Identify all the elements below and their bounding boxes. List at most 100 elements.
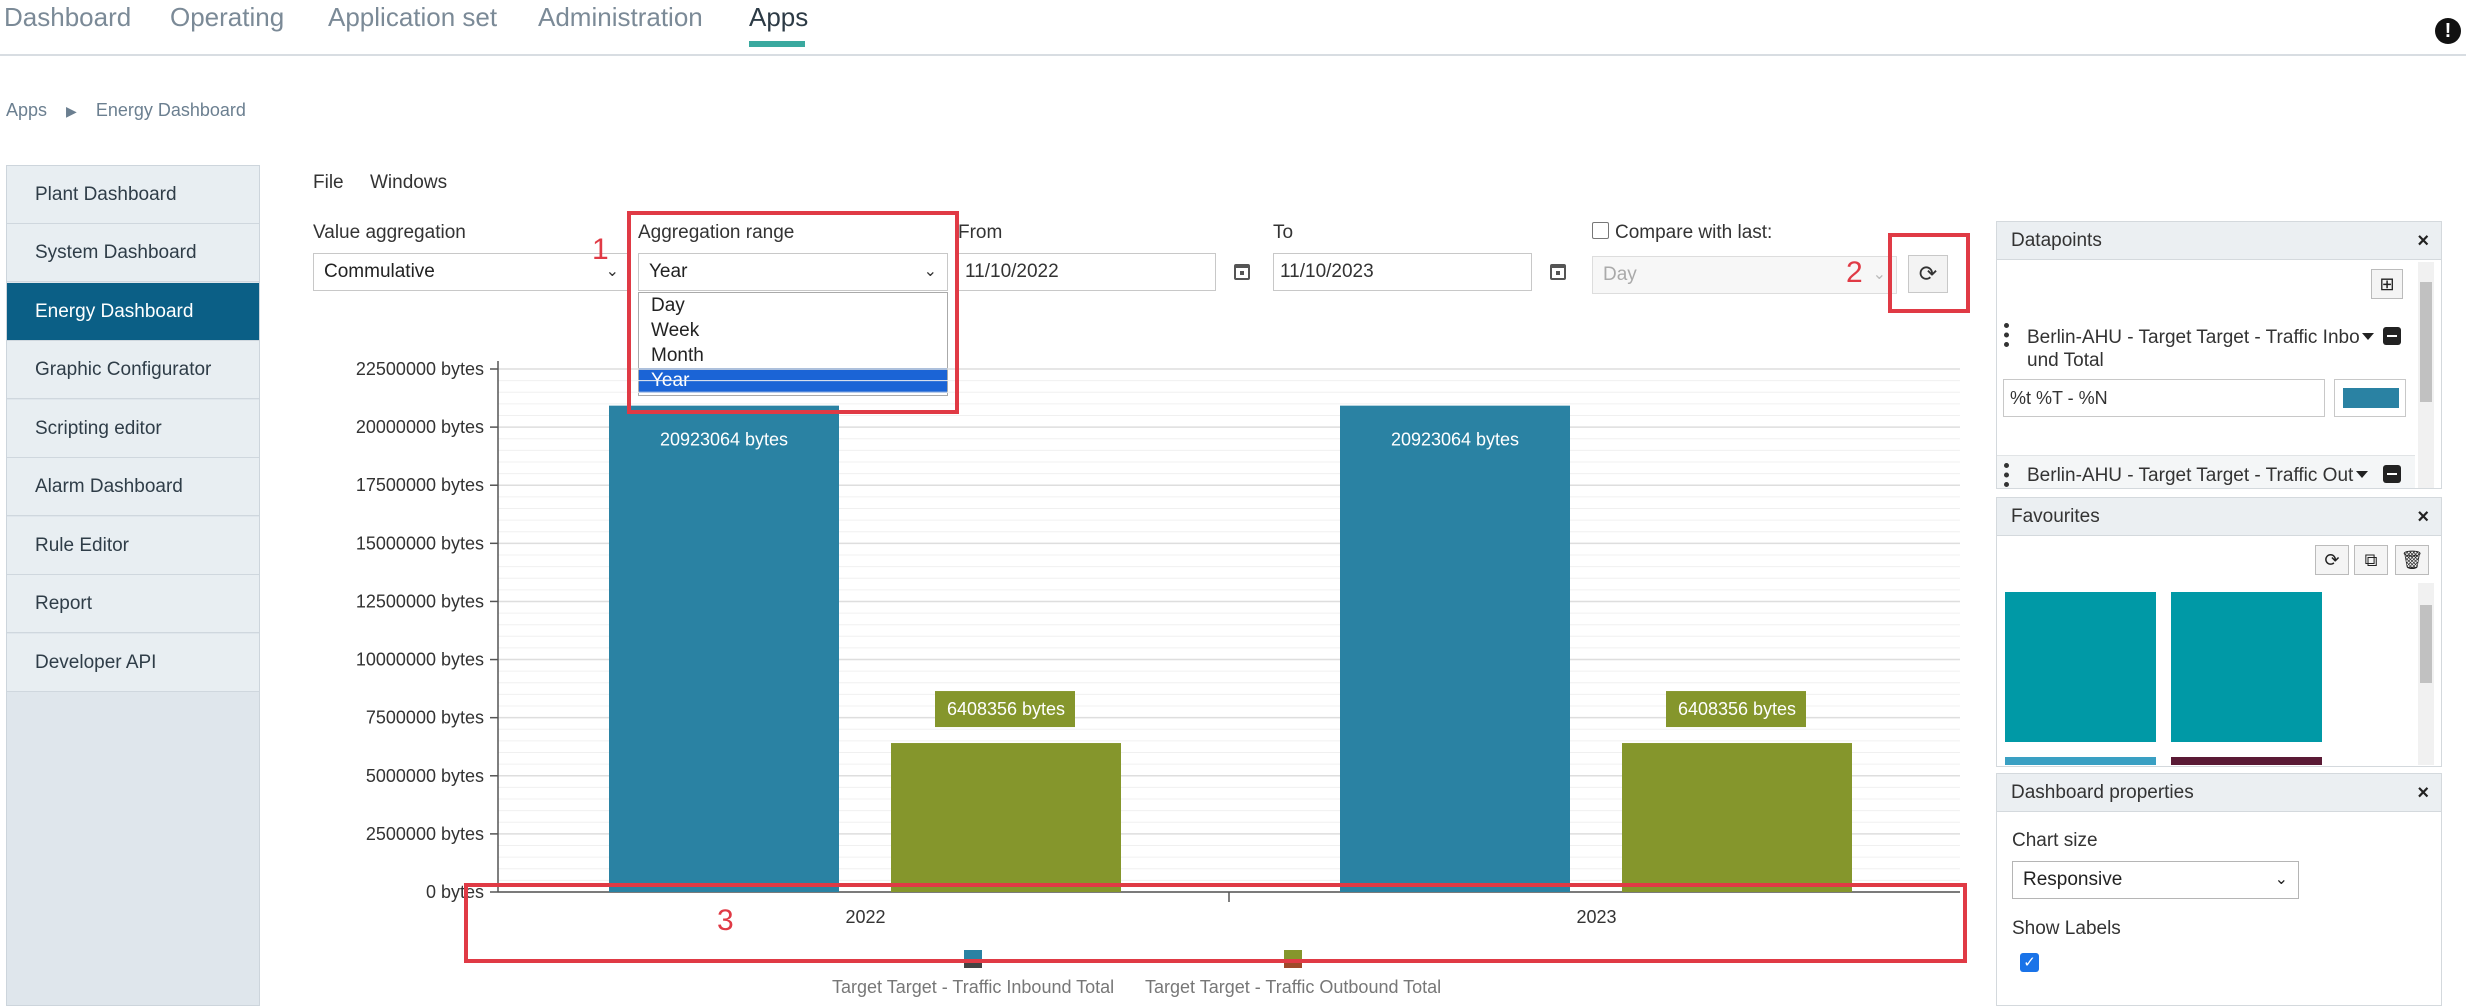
tab-apps[interactable]: Apps [749,2,809,32]
sidebar-item-energy-dashboard[interactable]: Energy Dashboard [7,283,259,341]
option-week[interactable]: Week [651,320,700,341]
data-label-box [1666,691,1806,728]
chevron-down-icon: ⌄ [2274,871,2288,888]
sidebar-item-rule-editor[interactable]: Rule Editor [7,517,259,575]
chevron-down-icon: ⌄ [923,263,937,280]
option-day[interactable]: Day [651,295,685,316]
annotation-number-1: 1 [592,233,609,266]
close-icon[interactable]: × [2417,506,2429,528]
bar [891,743,1121,892]
add-datapoint-button[interactable]: ⊞ [2371,269,2403,299]
annotation-box-3 [464,883,1967,963]
datapoints-title: Datapoints [2011,230,2102,251]
plus-icon: ⊞ [2379,274,2395,294]
tab-dashboard[interactable]: Dashboard [4,2,132,32]
refresh-button[interactable]: ⟳ [1908,255,1948,293]
datapoint-color-button[interactable] [2334,379,2406,417]
color-swatch [2343,388,2399,408]
favourite-tile[interactable] [2171,592,2322,742]
datapoints-header: Datapoints × [1997,222,2441,260]
dashboard-properties-title: Dashboard properties [2011,782,2194,803]
chart-size-select[interactable]: Responsive ⌄ [2012,861,2299,899]
drag-handle-icon[interactable] [2004,463,2009,487]
drag-handle-icon[interactable] [2004,323,2009,347]
to-date-input[interactable]: 11/10/2023 [1273,253,1532,291]
chart-size-label: Chart size [2012,830,2098,851]
bar [609,405,839,892]
sidebar-item-plant-dashboard[interactable]: Plant Dashboard [7,166,259,224]
caret-down-icon[interactable] [2362,333,2374,340]
compare-value: Day [1603,264,1637,285]
datapoint-format-input[interactable]: %t %T - %N [2003,379,2325,417]
data-label: 6408356 bytes [947,699,1065,719]
data-label-box [935,691,1075,728]
favourites-scrollbar[interactable] [2418,583,2434,765]
compare-select[interactable]: Day ⌄ [1592,256,1897,294]
show-labels-label: Show Labels [2012,918,2121,939]
from-date-input[interactable]: 11/10/2022 [958,253,1216,291]
sidebar-item-developer-api[interactable]: Developer API [7,634,259,692]
scroll-thumb[interactable] [2420,282,2432,402]
tab-administration[interactable]: Administration [538,2,703,32]
scroll-thumb[interactable] [2420,605,2432,683]
datapoint-row-2 [1997,455,2415,488]
aggregation-range-value: Year [649,261,688,282]
favourite-tile[interactable] [2171,757,2322,765]
show-labels-checkbox[interactable]: ✓ [2020,953,2039,972]
compare-checkbox[interactable] [1592,222,1609,239]
datapoints-panel: Datapoints × [1996,221,2442,489]
sidebar-item-system-dashboard[interactable]: System Dashboard [7,224,259,282]
data-label: 20923064 bytes [1391,430,1519,450]
y-tick-label: 22500000 bytes [356,359,484,379]
y-tick-label: 7500000 bytes [366,708,484,728]
sidebar: Plant Dashboard System Dashboard Energy … [6,165,260,1006]
remove-datapoint-icon[interactable] [2383,327,2401,345]
favourite-tile[interactable] [2005,592,2156,742]
sidebar-item-graphic-configurator[interactable]: Graphic Configurator [7,341,259,399]
aggregation-range-select[interactable]: Year ⌄ [638,253,948,291]
value-aggregation-value: Commulative [324,261,435,282]
x-tick-label: 2022 [845,907,885,927]
sidebar-item-report[interactable]: Report [7,575,259,633]
save-view-button[interactable]: ⧉ [2354,545,2388,575]
sidebar-item-scripting-editor[interactable]: Scripting editor [7,400,259,458]
y-tick-label: 17500000 bytes [356,475,484,495]
tab-operating[interactable]: Operating [170,2,285,32]
data-label: 6408356 bytes [1678,699,1796,719]
close-icon[interactable]: × [2417,782,2429,804]
breadcrumb-apps[interactable]: Apps [6,100,48,120]
breadcrumb-current[interactable]: Energy Dashboard [95,100,246,120]
menu-windows[interactable]: Windows [370,172,448,193]
refresh-icon: ⟳ [2324,550,2340,570]
data-label: 20923064 bytes [660,430,788,450]
legend-label-outbound[interactable]: Target Target - Traffic Outbound Total [1145,977,1442,997]
legend-label-inbound[interactable]: Target Target - Traffic Inbound Total [832,977,1115,997]
y-tick-label: 5000000 bytes [366,766,484,786]
annotation-box-1 [627,211,959,414]
value-aggregation-label: Value aggregation [313,222,466,243]
favourite-tile[interactable] [2005,757,2156,765]
sidebar-item-alarm-dashboard[interactable]: Alarm Dashboard [7,458,259,516]
calendar-icon[interactable] [1550,264,1566,280]
refresh-favourites-button[interactable]: ⟳ [2315,545,2349,575]
option-month[interactable]: Month [651,345,704,366]
x-tick-label: 2023 [1576,907,1616,927]
close-icon[interactable]: × [2417,230,2429,252]
dashboard-properties-header: Dashboard properties × [1997,774,2441,812]
tab-application-set[interactable]: Application set [328,2,498,32]
calendar-icon[interactable] [1234,264,1250,280]
value-aggregation-select[interactable]: Commulative ⌄ [313,253,629,291]
breadcrumb: Apps ▶ Energy Dashboard [6,100,246,121]
datapoints-scrollbar[interactable] [2418,262,2434,488]
remove-datapoint-icon[interactable] [2383,465,2401,483]
from-label: From [958,222,1003,243]
delete-favourite-button[interactable]: 🗑 [2395,545,2429,575]
bar-chart: 0 bytes 2500000 bytes 5000000 bytes 7500000… [356,359,1960,927]
caret-down-icon[interactable] [2356,471,2368,478]
refresh-icon: ⟳ [1918,261,1938,286]
exclamation-icon[interactable]: ! [2435,18,2461,44]
menu-file[interactable]: File [313,172,344,193]
annotation-box-2 [1888,233,1970,313]
compare-label: Compare with last: [1615,222,1773,243]
trash-icon: 🗑 [2400,550,2424,570]
